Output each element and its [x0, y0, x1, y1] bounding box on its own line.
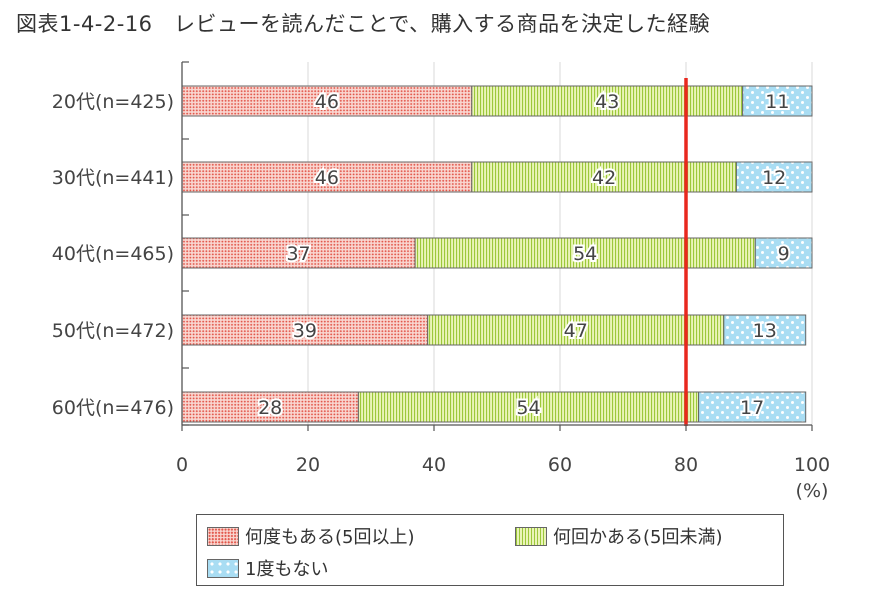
bar-segment-never [723, 314, 807, 346]
legend-label-many: 何度もある(5回以上) [245, 527, 415, 548]
bar-value-label-some: 54 [573, 243, 597, 265]
legend-swatch-some [515, 526, 547, 546]
category-label: 50代(n=472) [52, 320, 174, 342]
category-label: 20代(n=425) [52, 91, 174, 113]
bar-segment-some [471, 161, 737, 193]
bar-segment-some [427, 314, 725, 346]
legend-label-some: 何回かある(5回未満) [553, 527, 723, 548]
bar-segment-some [414, 237, 756, 269]
bar-value-label-many: 46 [315, 167, 339, 189]
bar-segment-never [754, 237, 813, 269]
chart-title: 図表1-4-2-16 レビューを読んだことで、購入する商品を決定した経験 [16, 12, 711, 36]
bar-value-label-some: 42 [592, 167, 616, 189]
category-label: 40代(n=465) [52, 243, 174, 265]
x-tick-label: 100 [794, 454, 830, 476]
bar-value-label-never: 9 [778, 243, 790, 265]
legend-item-never: 1度もない [207, 555, 328, 581]
category-label: 30代(n=441) [52, 167, 174, 189]
bar-value-label-never: 17 [740, 397, 764, 419]
bar-value-label-many: 28 [258, 397, 282, 419]
legend: 何度もある(5回以上) 何回かある(5回未満) 1度もない [196, 514, 784, 586]
bar-segment-many [181, 237, 416, 269]
bar-value-label-never: 11 [765, 91, 789, 113]
legend-swatch-never [207, 558, 239, 578]
x-tick-label: 40 [422, 454, 446, 476]
bar-value-label-many: 46 [315, 91, 339, 113]
x-tick-label: 20 [296, 454, 320, 476]
bar-value-label-some: 54 [516, 397, 540, 419]
bar-value-label-some: 43 [595, 91, 619, 113]
bar-segment-many [181, 314, 429, 346]
bar-value-label-never: 13 [753, 320, 777, 342]
bar-segment-never [742, 85, 813, 117]
x-tick-label: 80 [674, 454, 698, 476]
bar-value-label-some: 47 [564, 320, 588, 342]
bar-value-label-never: 12 [762, 167, 786, 189]
x-tick-label: 0 [176, 454, 188, 476]
legend-item-some: 何回かある(5回未満) [515, 523, 723, 549]
x-axis-unit: (%) [796, 480, 829, 502]
legend-swatch-many [207, 526, 239, 546]
legend-item-many: 何度もある(5回以上) [207, 523, 415, 549]
legend-label-never: 1度もない [245, 559, 329, 580]
category-label: 60代(n=476) [52, 397, 174, 419]
bar-segment-never [698, 391, 807, 423]
bar-value-label-many: 39 [293, 320, 317, 342]
x-tick-label: 60 [548, 454, 572, 476]
bar-segment-some [471, 85, 744, 117]
bar-segment-never [735, 161, 813, 193]
bar-segment-many [181, 161, 473, 193]
bar-value-label-many: 37 [286, 243, 310, 265]
